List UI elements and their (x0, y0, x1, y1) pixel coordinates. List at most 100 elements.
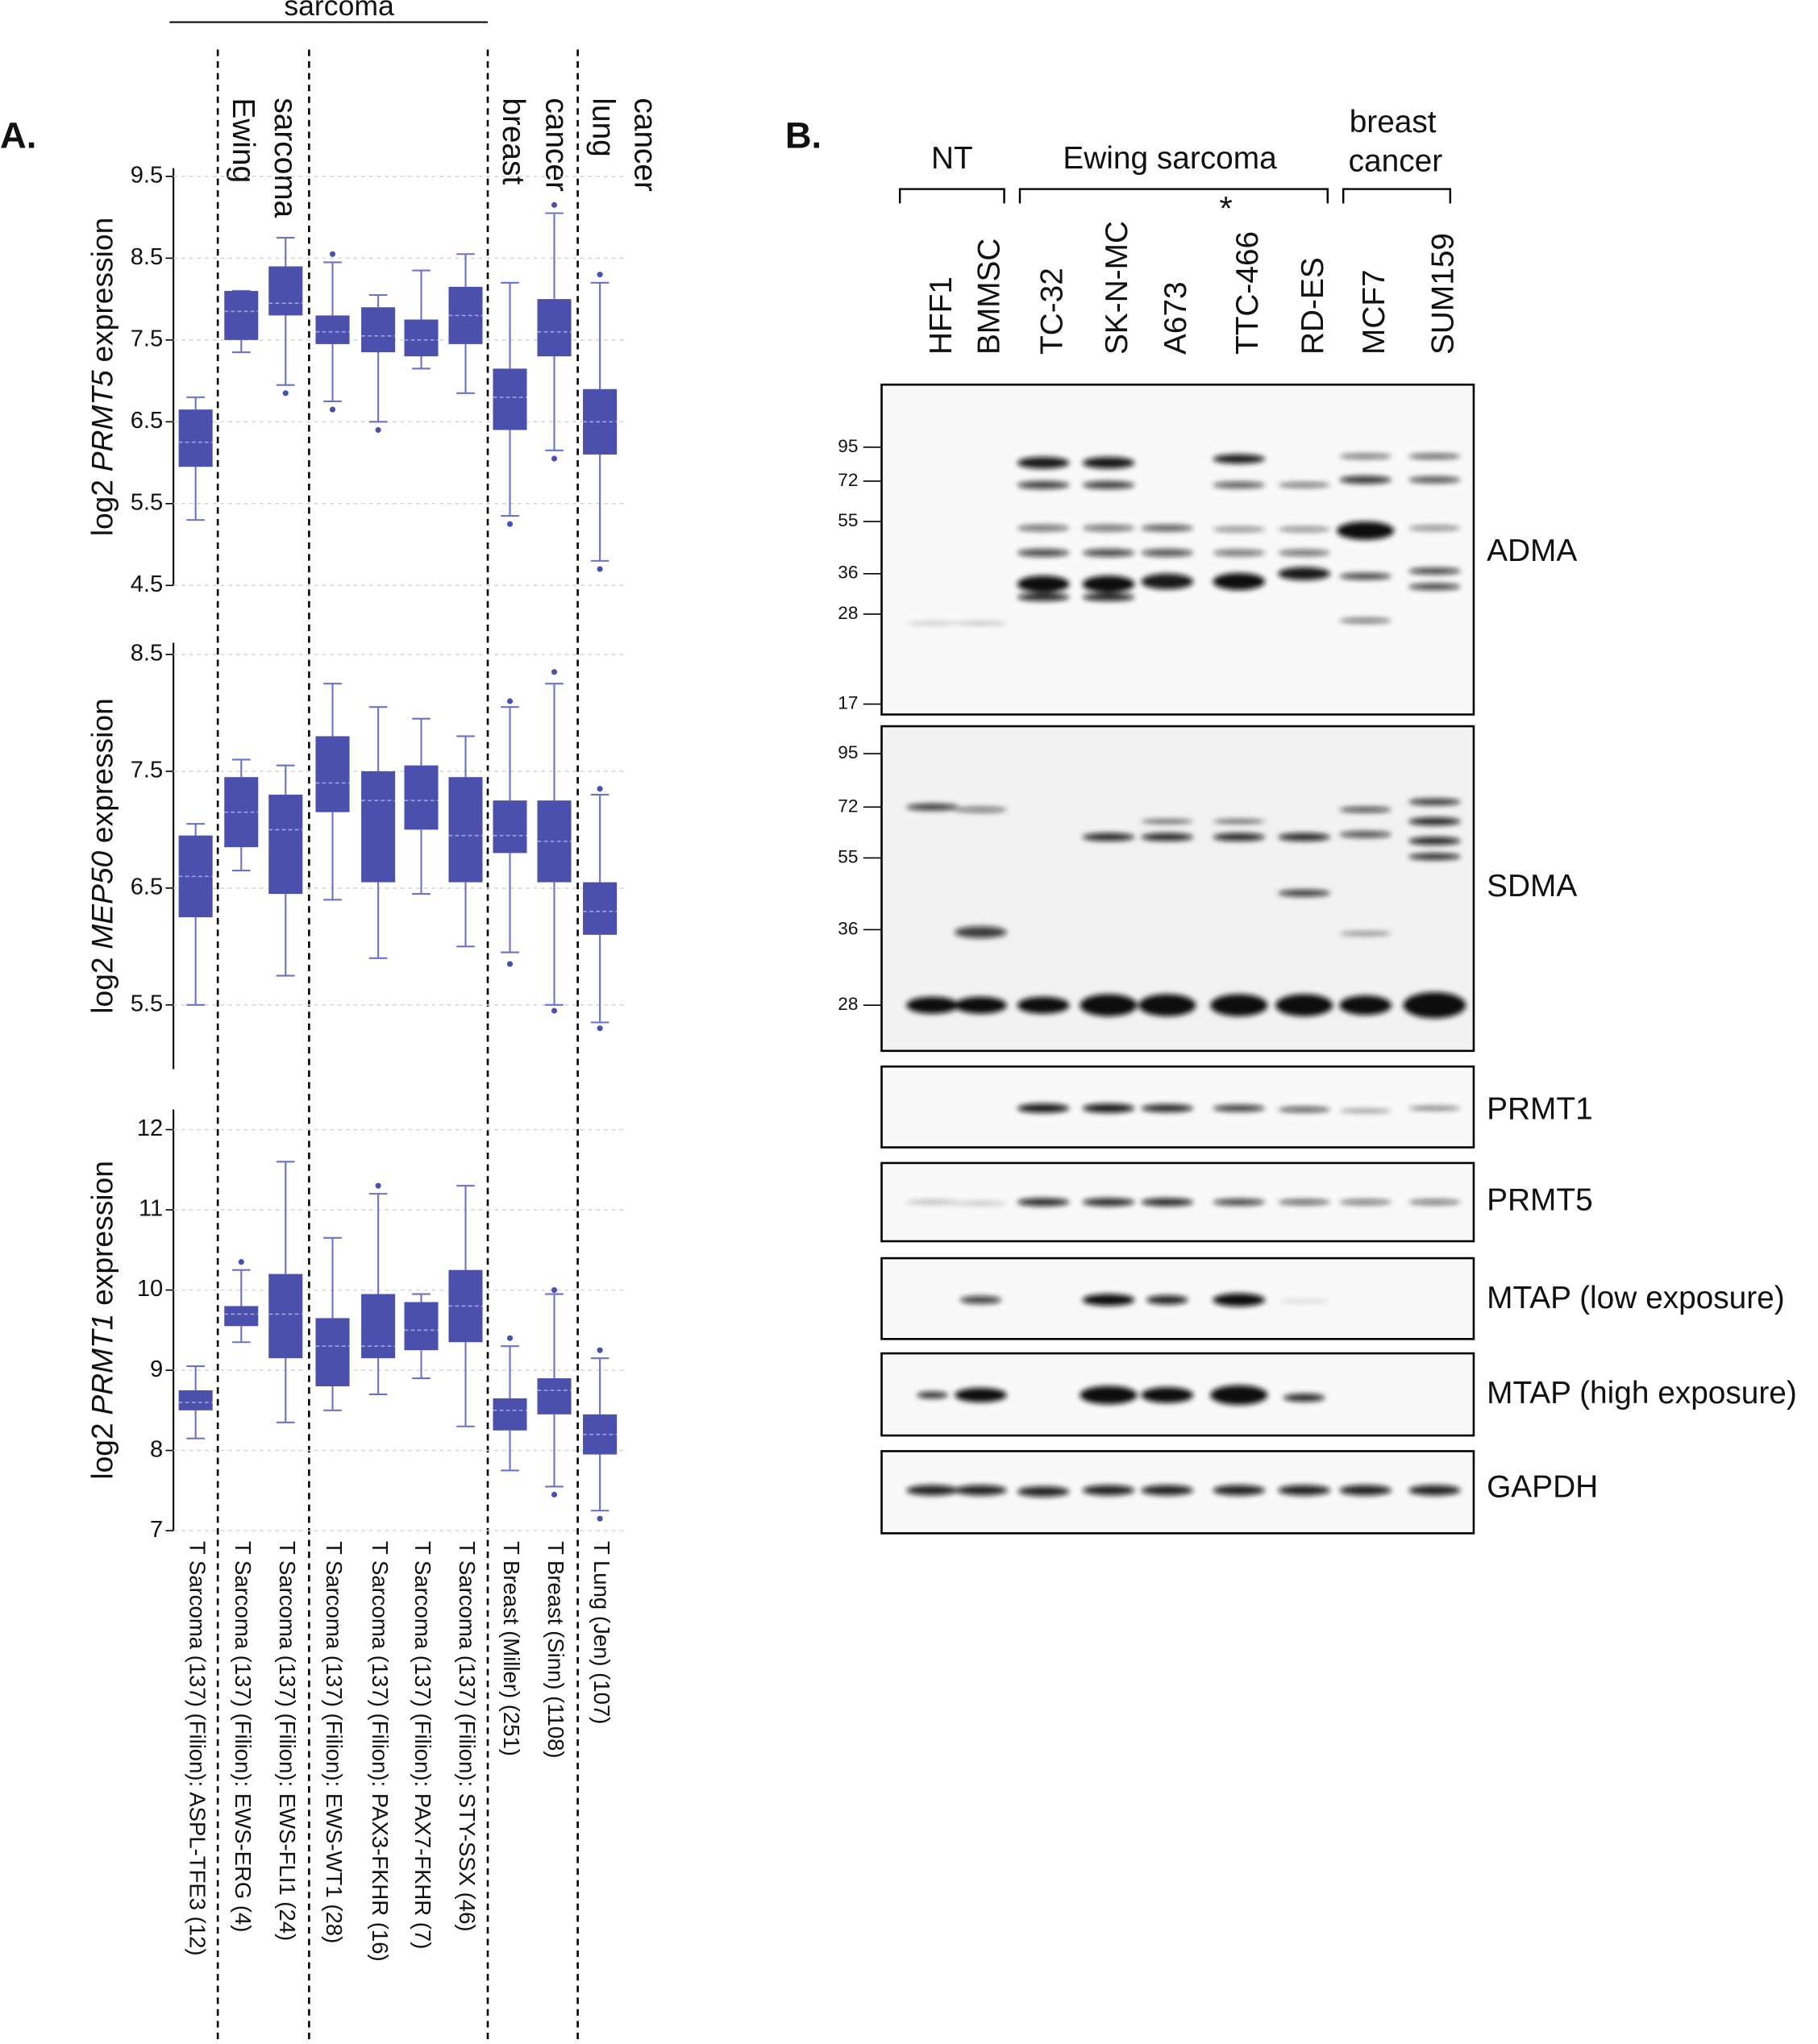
band (1082, 593, 1135, 601)
band (1213, 454, 1266, 464)
lane-label: HFF1 (924, 276, 959, 355)
group-label: cancer (539, 98, 573, 192)
outlier (551, 669, 558, 675)
band (1408, 853, 1461, 860)
bands (917, 1385, 1325, 1406)
band (1339, 995, 1392, 1016)
outlier (238, 1259, 244, 1265)
y-tick-label: 11 (139, 1196, 163, 1222)
band (1408, 476, 1461, 484)
x-tick-label: T Sarcoma (137) (Filion): EWS-WT1 (28) (322, 1541, 347, 1943)
band (1403, 992, 1466, 1019)
asterisk: * (1219, 189, 1232, 227)
blot-label: MTAP (high exposure) (1487, 1376, 1797, 1410)
band (1017, 1486, 1070, 1498)
bracket (1018, 188, 1329, 204)
y-tick-label: 5.5 (131, 991, 163, 1016)
band (1082, 833, 1135, 841)
outlier (506, 961, 514, 967)
brackets (898, 188, 1452, 204)
y-tick-label: 10 (137, 1276, 163, 1302)
box (361, 1294, 396, 1359)
band (1138, 994, 1196, 1016)
group-label: cancer (627, 98, 662, 192)
band (1082, 1198, 1135, 1207)
blot-label: PRMT1 (1487, 1091, 1593, 1126)
band (1408, 1485, 1461, 1496)
bands (906, 453, 1461, 625)
bands (1017, 1103, 1461, 1113)
outlier (506, 698, 514, 704)
band (1082, 575, 1135, 593)
lane-label: TTC-466 (1230, 231, 1265, 355)
band (1408, 837, 1461, 845)
band (1213, 819, 1266, 824)
marker-label: 72 (838, 470, 858, 490)
band (1141, 525, 1194, 532)
band (1278, 1199, 1330, 1205)
band (1141, 1387, 1194, 1403)
band (1082, 525, 1135, 532)
y-axis-label: log2 MEP50 expression (85, 698, 119, 1014)
box (493, 1398, 527, 1431)
lane-group: breast (1350, 105, 1437, 139)
y-axis-label-part: PRMT1 (85, 1314, 119, 1415)
band (955, 807, 1007, 812)
band (1408, 817, 1461, 825)
band (1082, 480, 1135, 489)
band (1213, 481, 1266, 488)
band (1141, 833, 1194, 841)
x-tick-label: T Sarcoma (137) (Filion): EWS-ERG (4) (231, 1541, 256, 1932)
lane-label: SK-N-MC (1100, 221, 1134, 355)
box (315, 736, 350, 812)
band (1339, 617, 1392, 624)
x-tick-label: T Sarcoma (137) (Filion): PAX3-FKHR (16) (368, 1541, 393, 1962)
box (178, 409, 213, 467)
box (224, 290, 259, 340)
band (955, 1201, 1007, 1206)
blot-label: SDMA (1487, 869, 1577, 904)
band (1339, 831, 1392, 838)
bracket (1342, 188, 1452, 204)
group-label: Ewing (226, 98, 260, 183)
outlier (551, 201, 558, 208)
band (1141, 573, 1194, 590)
y-tick-label: 8 (150, 1436, 163, 1462)
band (1213, 549, 1266, 556)
band (1337, 521, 1395, 540)
band (1210, 994, 1268, 1016)
band (1408, 583, 1461, 590)
band (1339, 572, 1392, 580)
box (268, 1273, 303, 1359)
band (1141, 819, 1194, 824)
band (906, 1200, 959, 1204)
marker-label: 36 (838, 918, 858, 938)
y-axis-label-part: log2 (85, 1423, 119, 1479)
band (1278, 1485, 1330, 1496)
y-axis-label-part: expression (85, 218, 119, 363)
band (1213, 833, 1266, 841)
box (361, 307, 396, 353)
band (1017, 525, 1070, 532)
outlier (329, 251, 336, 257)
group-header: sarcoma (284, 0, 394, 22)
band (1082, 456, 1135, 469)
lane-label: MCF7 (1357, 269, 1392, 355)
marker-label: 17 (838, 693, 858, 713)
outlier (375, 426, 381, 434)
band (1017, 593, 1070, 601)
bracket (898, 188, 1005, 204)
group-label: sarcoma (268, 98, 302, 218)
band (1213, 572, 1266, 590)
box (493, 368, 527, 430)
band (1017, 480, 1070, 489)
box (268, 266, 303, 316)
box (404, 765, 439, 830)
band (1339, 453, 1392, 459)
separators (216, 49, 579, 2044)
band (1408, 1106, 1461, 1111)
box (315, 1318, 350, 1386)
band (1141, 549, 1194, 557)
